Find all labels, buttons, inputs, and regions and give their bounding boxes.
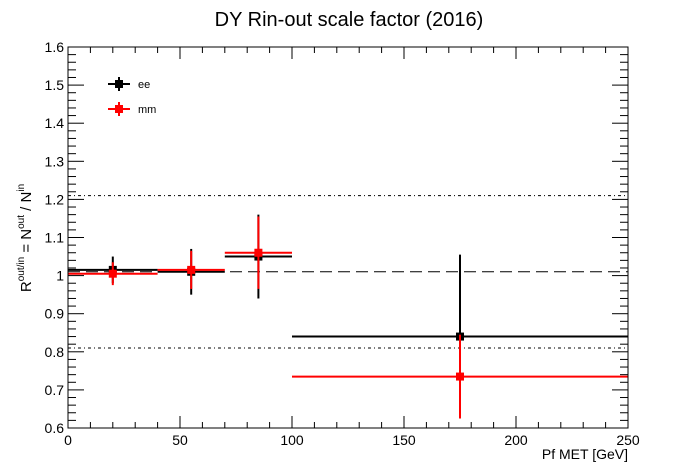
chart-title: DY Rin-out scale factor (2016) [215,9,484,31]
y-label-mid: = N [18,229,35,257]
y-label-sup-out: out [16,215,27,229]
y-tick-label: 1.6 [45,39,65,55]
x-tick-label: 100 [280,432,304,448]
y-tick-label: 1.3 [45,153,65,169]
legend-label-ee: ee [138,79,150,91]
y-tick-label: 1.5 [45,77,65,93]
series-mm-point-2 [254,248,263,257]
x-axis-label: Pf MET [GeV] [542,446,628,462]
y-axis-ticks: 0.6 0.7 0.8 0.9 1 1.1 1.2 1.3 1.4 1.5 1.6 [45,39,628,436]
series-mm-point-3 [456,372,464,381]
y-tick-label: 0.7 [45,382,65,398]
reference-lines [68,195,628,349]
y-tick-label: 1 [56,268,64,284]
y-tick-label: 1.4 [45,115,65,131]
x-tick-label: 150 [392,432,416,448]
legend-label-mm: mm [138,104,156,116]
y-axis-label: Rout/in = Nout / Nin [16,184,35,292]
x-tick-label: 50 [172,432,188,448]
y-tick-label: 1.2 [45,191,65,207]
y-tick-label: 0.9 [45,306,65,322]
y-label-sep: / N [18,192,35,215]
y-tick-label: 0.8 [45,344,65,360]
series-mm-point-0 [108,269,117,278]
y-label-sup-in: in [16,184,27,192]
y-label-base: R [18,281,35,292]
legend-entry-mm: mm [108,102,156,116]
x-tick-label: 200 [504,432,528,448]
legend-marker-mm [115,105,123,113]
legend-marker-ee [115,80,123,88]
x-tick-label: 250 [616,432,640,448]
y-tick-label: 1.1 [45,230,65,246]
series-ee [68,214,628,419]
x-tick-label: 0 [64,432,72,448]
x-axis-ticks: 0 50 100 150 200 250 [64,47,640,448]
series-mm-point-1 [187,265,196,274]
legend: ee mm [108,77,156,116]
legend-entry-ee: ee [108,77,150,91]
y-tick-label: 0.6 [45,420,65,436]
series-mm [68,216,628,419]
data-series [68,214,628,419]
y-label-sup-outin: out/in [16,257,27,281]
